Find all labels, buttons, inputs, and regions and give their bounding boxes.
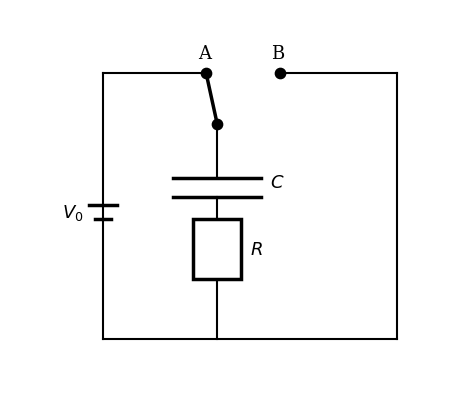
Text: B: B: [271, 45, 284, 63]
Text: A: A: [198, 45, 211, 63]
Text: $R$: $R$: [250, 240, 263, 258]
Bar: [193, 219, 241, 279]
Text: $C$: $C$: [271, 174, 285, 192]
Point: [202, 71, 210, 78]
Point: [213, 121, 221, 128]
Text: $V_0$: $V_0$: [63, 203, 84, 223]
Point: [276, 71, 283, 78]
